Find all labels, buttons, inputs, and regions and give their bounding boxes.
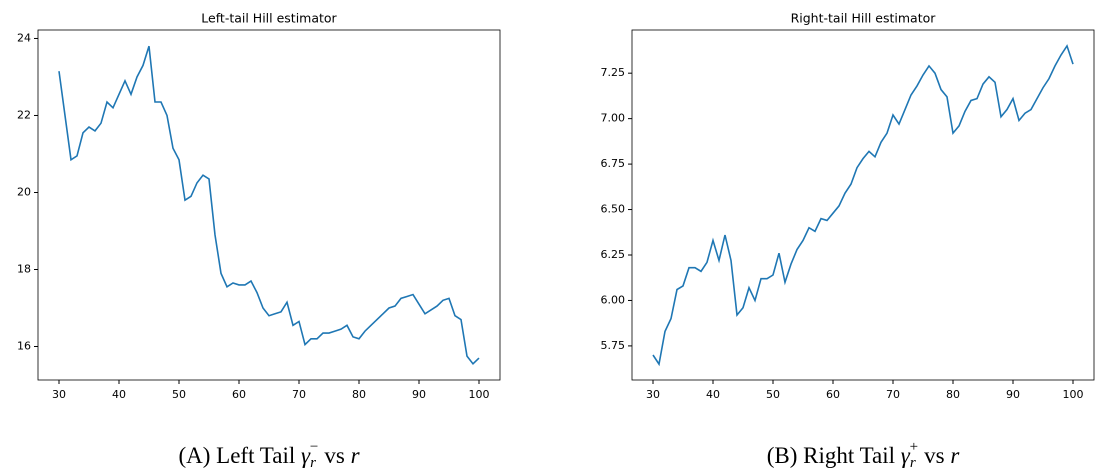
caption-part: − — [310, 439, 318, 455]
x-tick-label: 90 — [1006, 388, 1020, 401]
x-tick-label: 40 — [112, 388, 126, 401]
x-tick-label: 80 — [352, 388, 366, 401]
chart-title: Right-tail Hill estimator — [791, 11, 937, 26]
y-tick-label: 24 — [17, 31, 31, 44]
axes-frame — [37, 29, 501, 381]
x-tick-label: 100 — [1063, 388, 1084, 401]
data-line — [652, 44, 1074, 367]
caption-part: + — [910, 439, 918, 455]
axes-frame — [631, 29, 1095, 381]
chart-title: Left-tail Hill estimator — [201, 11, 337, 26]
caption: (B) Right Tail γr+ vs r — [767, 439, 961, 471]
caption-part: (A) — [178, 443, 210, 468]
caption-part: r — [351, 443, 361, 468]
x-tick-label: 80 — [946, 388, 960, 401]
caption-part: vs — [324, 443, 345, 468]
x-tick-label: 50 — [766, 388, 780, 401]
x-tick-label: 50 — [172, 388, 186, 401]
x-tick-label: 40 — [706, 388, 720, 401]
caption-part: r — [950, 443, 960, 468]
x-tick-label: 100 — [469, 388, 490, 401]
x-tick-label: 60 — [232, 388, 246, 401]
caption-part: (B) — [767, 443, 798, 468]
y-tick-label: 6.00 — [601, 293, 626, 306]
x-tick-label: 70 — [886, 388, 900, 401]
caption-part: Right Tail — [803, 443, 895, 468]
x-tick-label: 30 — [646, 388, 660, 401]
x-tick-label: 90 — [412, 388, 426, 401]
y-tick-label: 18 — [17, 262, 31, 275]
caption-part: r — [310, 455, 316, 471]
caption: (A) Left Tail γr− vs r — [178, 439, 360, 471]
y-tick-label: 6.75 — [601, 157, 626, 170]
y-tick-label: 7.00 — [601, 112, 626, 125]
caption-part: γ — [301, 443, 311, 468]
caption-part: γ — [901, 443, 911, 468]
y-tick-label: 20 — [17, 185, 31, 198]
x-tick-label: 70 — [292, 388, 306, 401]
x-tick-label: 60 — [826, 388, 840, 401]
y-tick-label: 5.75 — [601, 339, 626, 352]
x-tick-label: 30 — [52, 388, 66, 401]
y-tick-label: 6.25 — [601, 248, 626, 261]
caption-part: r — [910, 455, 916, 471]
y-tick-label: 16 — [17, 340, 31, 353]
chart-panel: Right-tail Hill estimator 30 40 50 60 70 80 90 1… — [601, 11, 1095, 471]
caption-part: Left Tail — [216, 443, 295, 468]
y-tick-label: 22 — [17, 108, 31, 121]
caption-part: vs — [924, 443, 945, 468]
data-line — [58, 45, 480, 366]
y-tick-label: 7.25 — [601, 66, 626, 79]
chart-panel: Left-tail Hill estimator 30 40 50 60 70 80 90 10… — [17, 11, 501, 471]
y-tick-label: 6.50 — [601, 203, 626, 216]
